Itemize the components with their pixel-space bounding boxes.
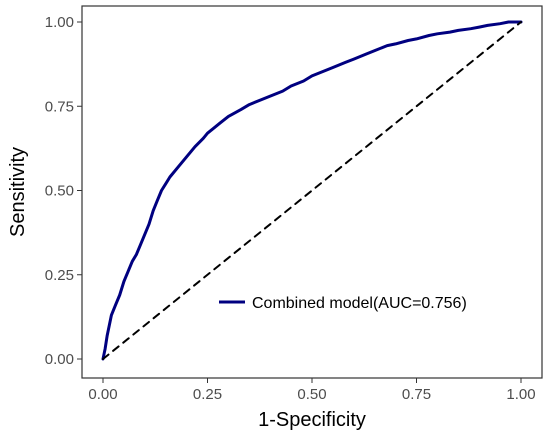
plot-panel xyxy=(81,5,543,379)
legend-label: Combined model(AUC=0.756) xyxy=(252,295,467,312)
y-axis-ticks: 0.00 0.25 0.50 0.75 1.00 xyxy=(45,14,82,368)
x-tick-label: 0.50 xyxy=(297,386,326,403)
x-tick-label: 1.00 xyxy=(506,386,535,403)
x-tick-label: 0.75 xyxy=(402,386,431,403)
x-axis-ticks: 0.00 0.25 0.50 0.75 1.00 xyxy=(88,378,536,403)
reference-diagonal-line xyxy=(102,21,522,360)
y-tick-label: 0.75 xyxy=(45,98,74,115)
y-tick-label: 0.50 xyxy=(45,183,74,200)
y-tick-label: 0.00 xyxy=(45,351,74,368)
y-tick-label: 0.25 xyxy=(45,267,74,284)
legend: Combined model(AUC=0.756) xyxy=(219,295,467,312)
roc-curve-line xyxy=(101,20,523,361)
x-tick-label: 0.00 xyxy=(88,386,117,403)
x-tick-label: 0.25 xyxy=(193,386,222,403)
x-axis-title: 1-Specificity xyxy=(258,409,366,431)
series-layer xyxy=(101,20,523,361)
y-axis-title: Sensitivity xyxy=(7,147,29,237)
y-tick-label: 1.00 xyxy=(45,14,74,31)
